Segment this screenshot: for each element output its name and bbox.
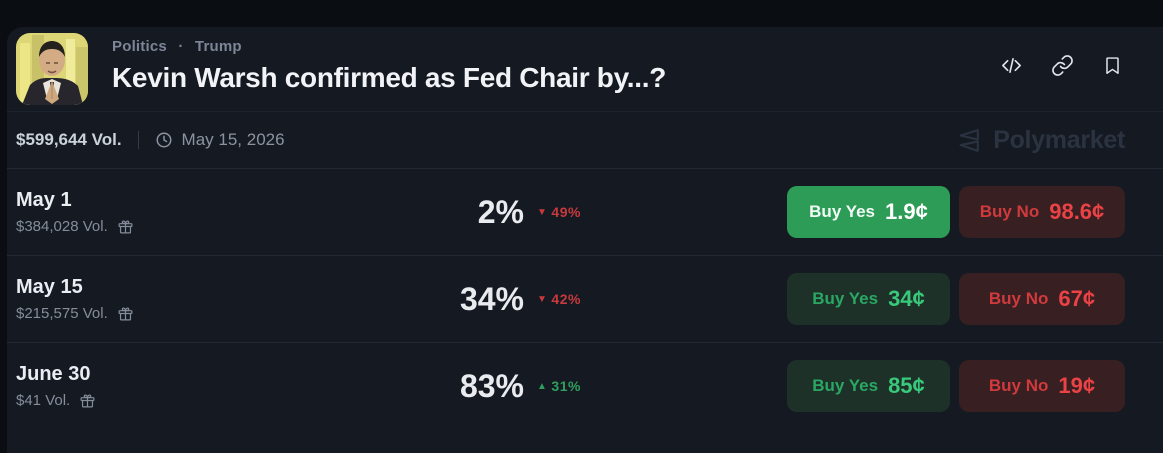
buy-no-label: Buy No: [988, 289, 1049, 308]
probability-block: 34% ▼ 42%: [446, 281, 611, 318]
gift-icon[interactable]: [79, 392, 96, 409]
stats-divider: [137, 131, 139, 149]
buy-yes-label: Buy Yes: [812, 376, 879, 395]
market-avatar: [16, 33, 88, 105]
bookmark-icon: [1106, 57, 1119, 74]
copy-link-button[interactable]: [1051, 54, 1074, 77]
change-value: 49%: [551, 204, 581, 220]
market-header: Politics · Trump Kevin Warsh confirmed a…: [7, 27, 1163, 111]
header-actions: [1000, 54, 1123, 77]
buy-no-button[interactable]: Buy No 98.6¢: [959, 186, 1125, 238]
avatar-image: [16, 33, 88, 105]
outcome-row-june-30: June 30 $41 Vol. 83% ▲ 31% Buy Yes 85¢: [7, 342, 1163, 429]
buy-yes-button[interactable]: Buy Yes 85¢: [787, 360, 950, 412]
outcome-volume: $215,575 Vol.: [16, 305, 446, 322]
embed-code-button[interactable]: [1000, 54, 1023, 77]
total-volume: $599,644 Vol.: [16, 130, 122, 149]
probability-block: 83% ▲ 31%: [446, 368, 611, 405]
outcome-info: June 30 $41 Vol.: [16, 363, 446, 409]
header-text: Politics · Trump Kevin Warsh confirmed a…: [112, 33, 976, 94]
outcome-info: May 1 $384,028 Vol.: [16, 189, 446, 235]
polymarket-logo-text: Polymarket: [993, 125, 1125, 154]
change-value: 42%: [551, 291, 581, 307]
buy-no-price: 19¢: [1058, 373, 1096, 398]
outcome-label: June 30: [16, 363, 91, 385]
breadcrumb-subcategory[interactable]: Trump: [194, 38, 242, 55]
buy-no-label: Buy No: [988, 376, 1049, 395]
bookmark-button[interactable]: [1102, 54, 1123, 77]
gift-icon[interactable]: [117, 218, 134, 235]
polymarket-brand[interactable]: Polymarket: [956, 126, 1125, 155]
trade-buttons: Buy Yes 85¢ Buy No 19¢: [787, 360, 1125, 412]
trade-buttons: Buy Yes 34¢ Buy No 67¢: [787, 273, 1125, 325]
probability-value: 83%: [459, 367, 524, 404]
buy-yes-button[interactable]: Buy Yes 34¢: [787, 273, 950, 325]
breadcrumb-category[interactable]: Politics: [112, 38, 167, 55]
outcome-volume-text: $41 Vol.: [16, 392, 71, 409]
buy-no-price: 67¢: [1058, 286, 1096, 311]
link-icon: [1052, 55, 1073, 76]
outcome-row-may-15: May 15 $215,575 Vol. 34% ▼ 42% Buy Yes 3…: [7, 255, 1163, 342]
outcome-volume-text: $384,028 Vol.: [16, 218, 108, 235]
outcome-volume: $41 Vol.: [16, 392, 446, 409]
breadcrumb-separator: ·: [178, 38, 184, 55]
buy-no-button[interactable]: Buy No 67¢: [959, 273, 1125, 325]
buy-no-label: Buy No: [979, 202, 1040, 221]
arrow-up-icon: ▲: [537, 380, 548, 392]
outcome-row-may-1: May 1 $384,028 Vol. 2% ▼ 49% Buy Yes 1.9…: [7, 168, 1163, 255]
outcome-volume: $384,028 Vol.: [16, 218, 446, 235]
buy-yes-price: 1.9¢: [885, 199, 928, 224]
change-value: 31%: [551, 378, 581, 394]
outcome-info: May 15 $215,575 Vol.: [16, 276, 446, 322]
trade-buttons: Buy Yes 1.9¢ Buy No 98.6¢: [787, 186, 1125, 238]
probability-change: ▼ 42%: [537, 291, 611, 307]
buy-yes-button[interactable]: Buy Yes 1.9¢: [787, 186, 950, 238]
outcome-label: May 1: [16, 189, 72, 211]
arrow-down-icon: ▼: [537, 206, 548, 218]
probability-value: 2%: [477, 193, 524, 230]
probability-block: 2% ▼ 49%: [446, 194, 611, 231]
buy-yes-price: 34¢: [888, 286, 925, 311]
breadcrumb: Politics · Trump: [112, 38, 976, 55]
outcome-volume-text: $215,575 Vol.: [16, 305, 108, 322]
buy-no-price: 98.6¢: [1049, 199, 1105, 224]
market-title: Kevin Warsh confirmed as Fed Chair by...…: [112, 62, 667, 93]
arrow-down-icon: ▼: [537, 293, 548, 305]
buy-yes-label: Buy Yes: [812, 289, 879, 308]
buy-no-button[interactable]: Buy No 19¢: [959, 360, 1125, 412]
embed-code-icon: [1002, 57, 1021, 74]
buy-yes-price: 85¢: [888, 373, 925, 398]
gift-icon[interactable]: [117, 305, 134, 322]
end-date: May 15, 2026: [181, 130, 285, 149]
market-card: Politics · Trump Kevin Warsh confirmed a…: [7, 27, 1163, 453]
clock-icon: [156, 132, 172, 148]
outcome-label: May 15: [16, 276, 83, 298]
polymarket-logo-icon: [959, 128, 980, 152]
probability-change: ▼ 49%: [537, 204, 611, 220]
probability-value: 34%: [459, 280, 524, 317]
buy-yes-label: Buy Yes: [809, 202, 875, 221]
probability-change: ▲ 31%: [537, 378, 611, 394]
market-stats: $599,644 Vol. May 15, 2026 Polymarket: [7, 111, 1163, 168]
